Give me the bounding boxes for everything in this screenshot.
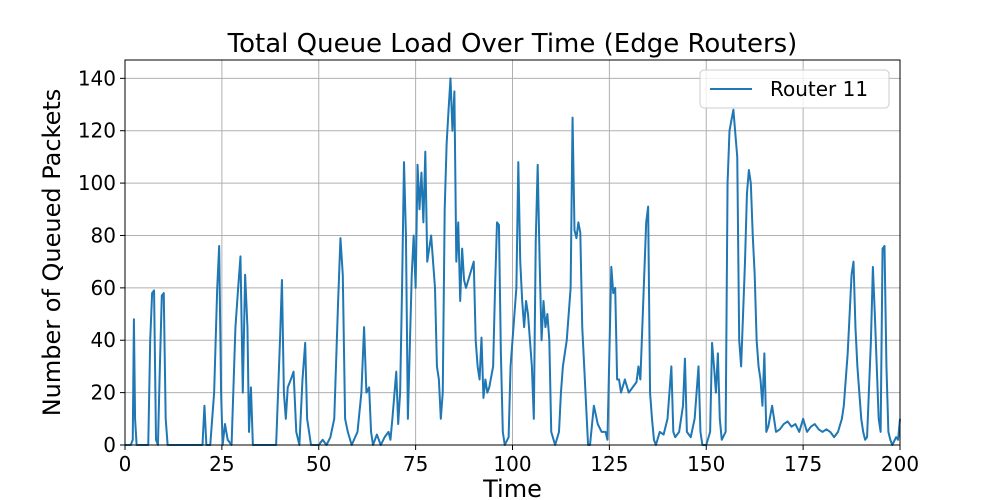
series-layer bbox=[125, 77, 901, 446]
y-tick-label: 140 bbox=[78, 66, 116, 90]
legend: Router 11 bbox=[699, 69, 890, 109]
x-tick-label: 0 bbox=[119, 452, 132, 476]
x-tick-label: 150 bbox=[687, 452, 725, 476]
x-tick-label: 200 bbox=[881, 452, 919, 476]
x-tick-label: 175 bbox=[784, 452, 822, 476]
series-line bbox=[125, 77, 901, 446]
x-axis-title: Time bbox=[482, 475, 542, 500]
tick-layer: 0 25 50 75 100 125 150 175 200 0 20 40 60 80 100 120 140 bbox=[78, 66, 919, 476]
y-tick-label: 80 bbox=[91, 223, 116, 247]
legend-box bbox=[699, 69, 890, 109]
x-tick-label: 50 bbox=[306, 452, 331, 476]
y-tick-label: 120 bbox=[78, 119, 116, 143]
y-tick-label: 0 bbox=[103, 433, 116, 457]
x-tick-label: 125 bbox=[590, 452, 628, 476]
y-tick-label: 60 bbox=[91, 276, 116, 300]
y-axis-title: Number of Queued Packets bbox=[38, 89, 66, 417]
x-tick-label: 75 bbox=[403, 452, 428, 476]
grid bbox=[124, 60, 901, 446]
y-tick-label: 100 bbox=[78, 171, 116, 195]
y-tick-label: 40 bbox=[91, 328, 116, 352]
x-tick-label: 25 bbox=[209, 452, 234, 476]
legend-label: Router 11 bbox=[770, 77, 868, 101]
x-tick-label: 100 bbox=[493, 452, 531, 476]
y-tick-label: 20 bbox=[91, 381, 116, 405]
chart-title: Total Queue Load Over Time (Edge Routers… bbox=[227, 29, 798, 59]
